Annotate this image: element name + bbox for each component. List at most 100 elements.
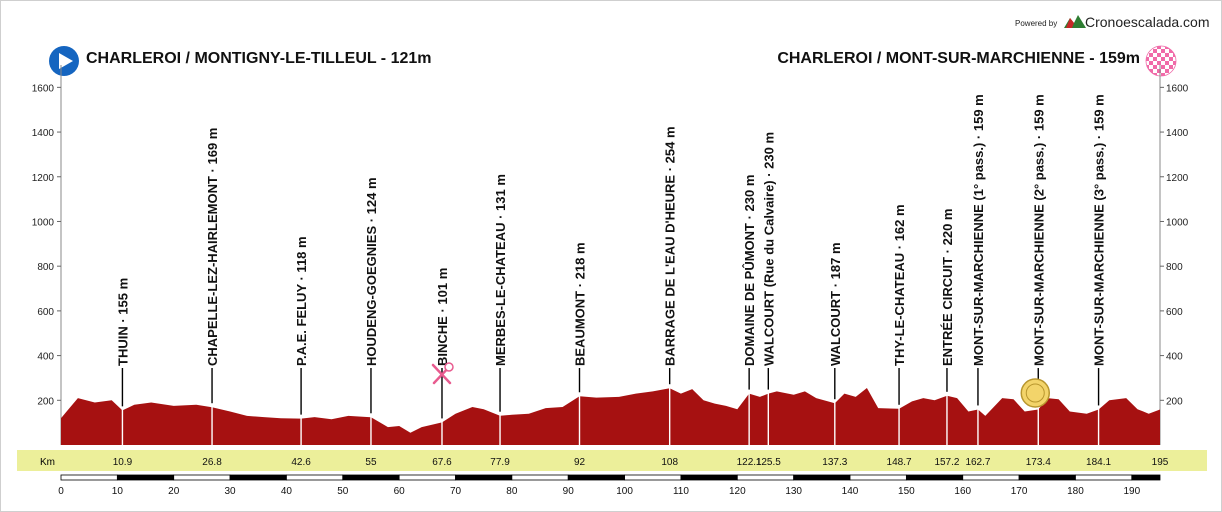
brand-name[interactable]: Cronoescalada.com	[1085, 14, 1210, 30]
checker-square	[1169, 69, 1173, 73]
x-tick-label: 80	[506, 486, 518, 497]
km-row-value: 122.1	[737, 457, 762, 468]
waypoint-label: MERBES-LE-CHATEAU · 131 m	[493, 174, 508, 366]
x-tick-label: 100	[616, 486, 633, 497]
y-tick-label-left: 1200	[32, 173, 55, 184]
km-row-value: 92	[574, 457, 586, 468]
checker-square	[1157, 69, 1161, 73]
x-tick-label: 150	[898, 486, 915, 497]
y-tick-label-left: 600	[37, 307, 54, 318]
checker-square	[1173, 57, 1176, 61]
waypoint-label: P.A.E. FELUY · 118 m	[294, 236, 309, 366]
start-title: CHARLEROI / MONTIGNY-LE-TILLEUL - 121m	[86, 50, 432, 67]
km-row-value: 125.5	[756, 457, 781, 468]
scale-segment	[342, 474, 400, 481]
scale-segment	[398, 474, 456, 481]
checker-square	[1157, 53, 1161, 57]
checker-square	[1153, 53, 1157, 57]
y-tick-label-left: 200	[37, 396, 54, 407]
waypoint-label: WALCOURT · 187 m	[828, 242, 843, 366]
x-tick-label: 90	[563, 486, 575, 497]
km-row-value: 26.8	[202, 457, 222, 468]
checker-square	[1153, 65, 1157, 69]
waypoint-label: BINCHE · 101 m	[435, 268, 450, 366]
waypoint-label: ENTRÉE CIRCUIT · 220 m	[940, 209, 955, 366]
checker-square	[1149, 69, 1153, 73]
y-tick-label-right: 1000	[1166, 217, 1189, 228]
y-tick-label-right: 1400	[1166, 128, 1189, 139]
y-tick-label-right: 600	[1166, 307, 1183, 318]
km-row-value: 67.6	[432, 457, 452, 468]
checker-square	[1165, 53, 1169, 57]
y-tick-label-right: 1200	[1166, 173, 1189, 184]
waypoint-label: WALCOURT (Rue du Calvaire) · 230 m	[761, 132, 776, 366]
km-row-value: 184.1	[1086, 457, 1111, 468]
x-tick-label: 0	[58, 486, 64, 497]
scale-segment	[849, 474, 907, 481]
scale-segment	[962, 474, 1020, 481]
checker-square	[1169, 53, 1173, 57]
scale-segment	[511, 474, 569, 481]
km-row-value: 137.3	[822, 457, 847, 468]
checker-square	[1149, 49, 1153, 53]
checker-square	[1161, 73, 1165, 76]
checker-square	[1153, 57, 1157, 61]
medal-outer	[1020, 378, 1051, 408]
bonus-medal-icon	[1020, 378, 1051, 408]
km-row-value: 173.4	[1026, 457, 1051, 468]
x-tick-label: 130	[785, 486, 802, 497]
y-tick-label-right: 200	[1166, 396, 1183, 407]
checker-square	[1165, 69, 1169, 73]
scale-segment	[455, 474, 513, 481]
checker-square	[1161, 57, 1165, 61]
y-tick-label-left: 1600	[32, 83, 55, 94]
checker-square	[1169, 65, 1173, 69]
waypoint-label: BEAUMONT · 218 m	[573, 242, 588, 366]
x-tick-label: 40	[281, 486, 293, 497]
y-tick-label-right: 1600	[1166, 83, 1189, 94]
feed-zone-icon	[431, 362, 454, 385]
scale-segment	[567, 474, 625, 481]
distance-scale: 0 10 20 30 40 50 60 70 80 90 100 110 120 130 140 150 160…	[58, 474, 1161, 497]
scale-segment	[1131, 474, 1161, 481]
checker-square	[1165, 61, 1169, 65]
x-tick-label: 10	[112, 486, 124, 497]
km-row-value: 55	[365, 457, 377, 468]
y-tick-label-left: 400	[37, 352, 54, 363]
x-tick-label: 30	[225, 486, 237, 497]
x-tick-label: 190	[1123, 486, 1140, 497]
scale-segment	[116, 474, 175, 481]
start-arrow-icon	[49, 46, 79, 76]
y-tick-label-left: 1000	[32, 217, 55, 228]
checker-square	[1149, 53, 1153, 57]
checker-square	[1173, 61, 1176, 65]
checker-square	[1149, 65, 1153, 69]
km-row-value: 108	[661, 457, 678, 468]
elevation-profile-area	[61, 388, 1160, 445]
checker-square	[1165, 65, 1169, 69]
checkered-flag-icon	[1145, 45, 1177, 77]
checker-square	[1157, 61, 1161, 65]
waypoint-label: THY-LE-CHATEAU · 162 m	[892, 204, 907, 366]
checker-square	[1161, 49, 1165, 53]
medal-inner	[1025, 383, 1045, 403]
scale-segment	[229, 474, 287, 481]
km-row-value: 42.6	[291, 457, 311, 468]
scale-segment	[624, 474, 682, 481]
checker-square	[1149, 61, 1153, 65]
scale-segment	[1018, 474, 1076, 481]
checker-square	[1146, 61, 1149, 65]
scale-segment	[736, 474, 795, 481]
waypoint-labels: THUIN · 155 m CHAPELLE-LEZ-HAIRLEMONT · 1…	[115, 94, 1107, 419]
checker-square	[1161, 46, 1165, 49]
feed-spoon	[444, 362, 454, 372]
km-band	[17, 450, 1207, 471]
checker-square	[1161, 69, 1165, 73]
checker-square	[1157, 57, 1161, 61]
x-tick-label: 180	[1067, 486, 1084, 497]
waypoint-label: MONT-SUR-MARCHIENNE (2° pass.) · 159 m	[1031, 94, 1046, 366]
scale-segment	[793, 474, 851, 481]
scale-segment	[905, 474, 964, 481]
